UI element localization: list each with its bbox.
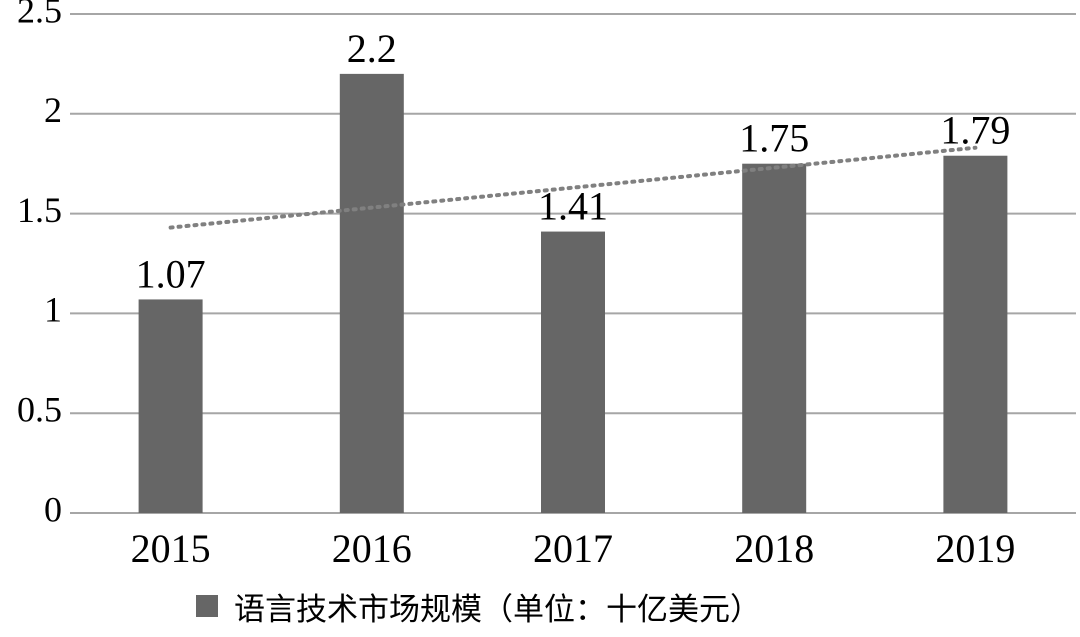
data-label: 1.75 xyxy=(739,116,809,161)
trendline xyxy=(168,145,978,230)
y-tick-label: 1.5 xyxy=(17,190,62,230)
y-tick-label: 2.5 xyxy=(17,0,62,30)
x-tick-label: 2015 xyxy=(131,526,211,571)
legend-swatch xyxy=(196,595,218,617)
y-tick-label: 1 xyxy=(44,290,62,330)
x-tick-label: 2019 xyxy=(935,526,1015,571)
data-label: 1.79 xyxy=(940,108,1010,153)
data-label: 2.2 xyxy=(347,26,397,71)
legend-label: 语言技术市场规模（单位：十亿美元） xyxy=(234,591,761,628)
bar xyxy=(339,73,404,513)
bar xyxy=(541,231,605,513)
data-label: 1.07 xyxy=(136,251,206,296)
y-tick-label: 0 xyxy=(44,489,62,529)
bar xyxy=(742,163,807,513)
legend: 语言技术市场规模（单位：十亿美元） xyxy=(196,586,761,628)
y-tick-label: 2 xyxy=(44,90,62,130)
x-tick-label: 2018 xyxy=(734,526,814,571)
labels: 0 0.5 1 1.5 2 2.5 1.07 2015 2.2 2016 1.41 2017 1.75 2… xyxy=(17,0,1015,571)
y-tick-label: 0.5 xyxy=(17,389,62,429)
bar xyxy=(943,155,1008,513)
x-tick-label: 2016 xyxy=(332,526,412,571)
bars xyxy=(138,73,1008,513)
x-tick-label: 2017 xyxy=(533,526,613,571)
trendline-layer xyxy=(168,145,978,230)
data-label: 1.41 xyxy=(538,184,608,229)
bar xyxy=(138,299,203,513)
